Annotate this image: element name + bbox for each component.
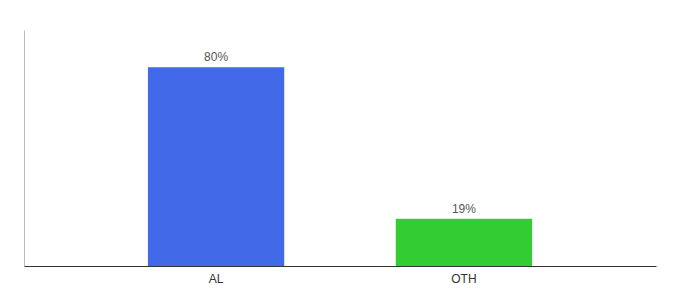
chart-svg: AL OTH 80% 19% <box>0 0 680 300</box>
x-axis: AL OTH <box>25 266 657 286</box>
data-label: 19% <box>452 202 476 216</box>
x-tick: OTH <box>451 266 476 286</box>
x-tick-label: OTH <box>451 272 476 286</box>
chart-container: AL OTH 80% 19% <box>0 0 680 300</box>
data-label: 80% <box>204 50 228 64</box>
x-tick: AL <box>209 266 224 286</box>
data-labels: 80% 19% <box>204 50 476 216</box>
x-tick-label: AL <box>209 272 224 286</box>
bar <box>396 219 532 266</box>
y-axis-line <box>24 31 25 267</box>
x-axis-line <box>25 266 657 267</box>
bars <box>148 67 532 266</box>
bar <box>148 67 284 266</box>
y-axis <box>24 31 25 267</box>
plot-area: AL OTH 80% 19% <box>25 31 657 286</box>
